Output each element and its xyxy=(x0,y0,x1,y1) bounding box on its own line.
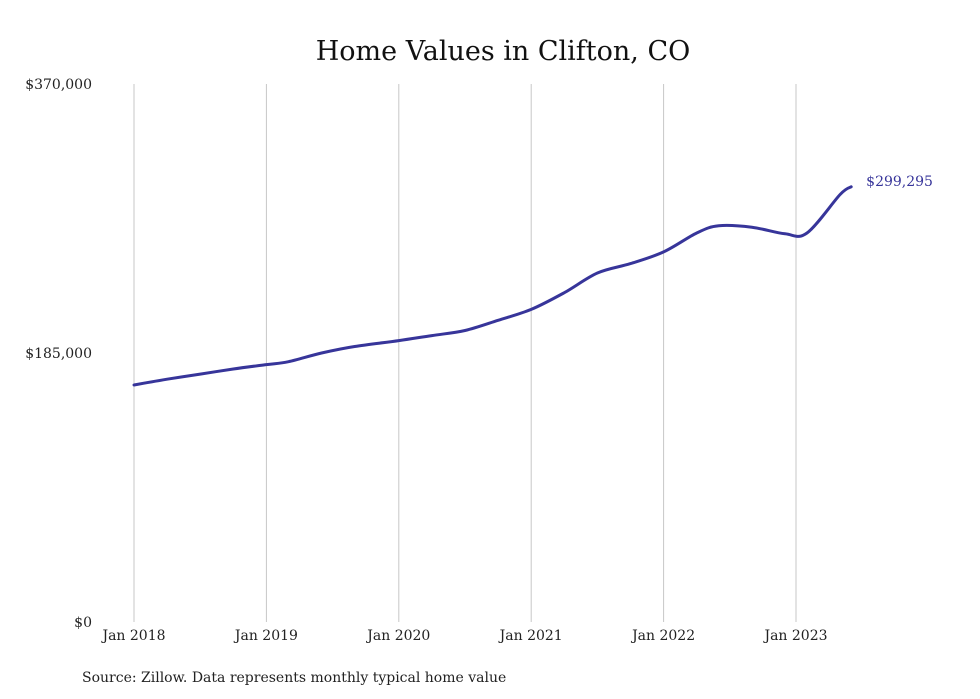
x-tick-label: Jan 2023 xyxy=(762,628,827,644)
gridlines xyxy=(133,84,797,622)
x-tick-label: Jan 2022 xyxy=(630,628,695,644)
y-tick-label: $370,000 xyxy=(25,77,92,93)
x-tick-label: Jan 2018 xyxy=(100,628,165,644)
x-axis-ticks: Jan 2018 Jan 2019 Jan 2020 Jan 2021 Jan 2022… xyxy=(100,628,827,644)
y-tick-label: $0 xyxy=(74,615,92,631)
end-value-label: $299,295 xyxy=(866,174,933,190)
series-layer xyxy=(132,185,853,387)
x-tick-label: Jan 2021 xyxy=(498,628,563,644)
source-note: Source: Zillow. Data represents monthly … xyxy=(82,670,506,686)
home-value-line xyxy=(132,185,853,387)
x-tick-label: Jan 2019 xyxy=(233,628,298,644)
y-axis-ticks: $0 $185,000 $370,000 xyxy=(25,77,92,631)
chart-title: Home Values in Clifton, CO xyxy=(316,36,691,67)
y-tick-label: $185,000 xyxy=(25,346,92,362)
x-tick-label: Jan 2020 xyxy=(365,628,430,644)
